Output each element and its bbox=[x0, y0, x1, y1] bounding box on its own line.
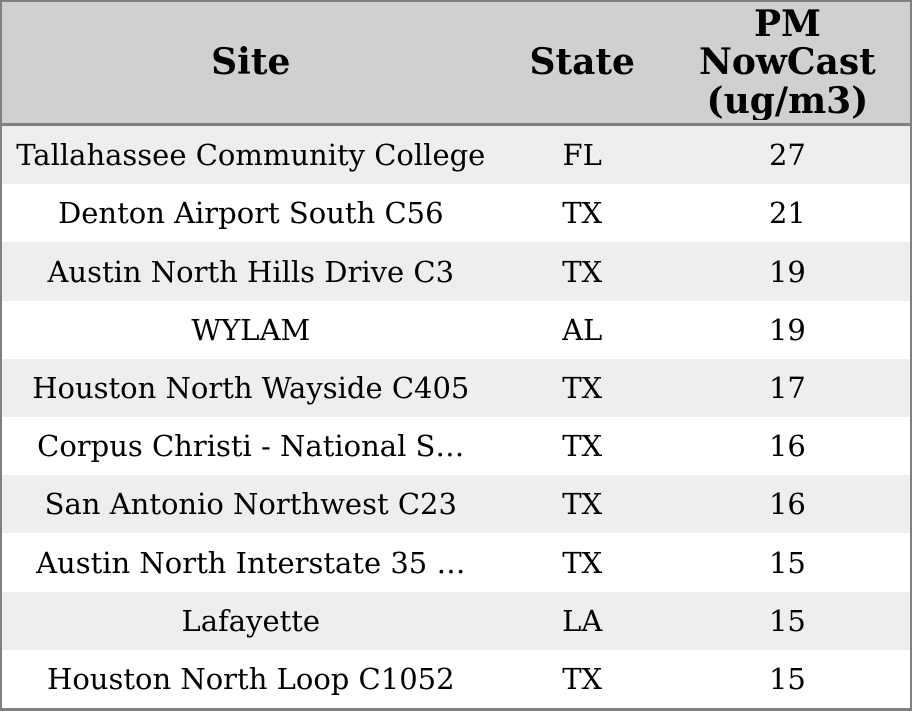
state-cell: TX bbox=[562, 254, 603, 289]
state-cell: TX bbox=[562, 545, 603, 580]
column-header-pm-nowcast: PM NowCast (ug/m3) bbox=[665, 5, 910, 121]
pm-value-cell: 16 bbox=[768, 487, 806, 522]
state-cell: TX bbox=[562, 661, 603, 696]
pm-value-cell: 21 bbox=[768, 196, 806, 231]
pm-header-line-3: (ug/m3) bbox=[706, 79, 869, 121]
site-cell: Tallahassee Community College bbox=[16, 138, 486, 173]
state-cell: TX bbox=[562, 487, 603, 522]
pm-value-cell: 27 bbox=[768, 138, 806, 173]
table-row[interactable]: Tallahassee Community College FL 27 bbox=[2, 126, 910, 185]
site-cell: Houston North Loop C1052 bbox=[47, 661, 455, 696]
site-cell: Corpus Christi - National S… bbox=[37, 429, 465, 464]
site-cell: Austin North Hills Drive C3 bbox=[47, 254, 455, 289]
state-cell: TX bbox=[562, 429, 603, 464]
table-body: Tallahassee Community College FL 27 Dent… bbox=[2, 126, 910, 708]
table-row[interactable]: Corpus Christi - National S… TX 16 bbox=[2, 417, 910, 476]
site-cell: Austin North Interstate 35 … bbox=[36, 545, 466, 580]
table-row[interactable]: San Antonio Northwest C23 TX 16 bbox=[2, 475, 910, 534]
pm-header-line-1: PM bbox=[753, 4, 821, 45]
table-header-row: Site State PM NowCast (ug/m3) bbox=[2, 2, 910, 126]
pm-value-cell: 19 bbox=[768, 254, 806, 289]
pm-header-line-2: NowCast bbox=[699, 41, 876, 84]
column-header-site: Site bbox=[211, 43, 291, 82]
site-cell: Denton Airport South C56 bbox=[57, 196, 444, 231]
state-cell: LA bbox=[562, 603, 603, 638]
table-row[interactable]: Austin North Interstate 35 … TX 15 bbox=[2, 533, 910, 592]
state-cell: FL bbox=[562, 138, 602, 173]
site-cell: Houston North Wayside C405 bbox=[32, 370, 470, 405]
state-cell: TX bbox=[562, 196, 603, 231]
pm-value-cell: 19 bbox=[768, 312, 806, 347]
state-cell: AL bbox=[562, 312, 603, 347]
state-cell: TX bbox=[562, 370, 603, 405]
pm-nowcast-header-lines: PM NowCast (ug/m3) bbox=[665, 5, 910, 121]
site-cell: Lafayette bbox=[181, 603, 321, 638]
table-row[interactable]: Austin North Hills Drive C3 TX 19 bbox=[2, 242, 910, 301]
pm-value-cell: 16 bbox=[768, 429, 806, 464]
column-header-state: State bbox=[529, 43, 635, 82]
table-row[interactable]: Houston North Wayside C405 TX 17 bbox=[2, 358, 910, 418]
site-cell: WYLAM bbox=[191, 312, 311, 347]
table-row[interactable]: WYLAM AL 19 bbox=[2, 300, 910, 359]
pm-value-cell: 15 bbox=[768, 661, 806, 696]
table-row[interactable]: Lafayette LA 15 bbox=[2, 591, 910, 650]
table-row[interactable]: Houston North Loop C1052 TX 15 bbox=[2, 649, 910, 708]
site-cell: San Antonio Northwest C23 bbox=[44, 487, 457, 522]
pm-value-cell: 15 bbox=[768, 545, 806, 580]
pm-value-cell: 17 bbox=[768, 370, 806, 405]
pm-value-cell: 15 bbox=[768, 603, 806, 638]
table-row[interactable]: Denton Airport South C56 TX 21 bbox=[2, 184, 910, 243]
